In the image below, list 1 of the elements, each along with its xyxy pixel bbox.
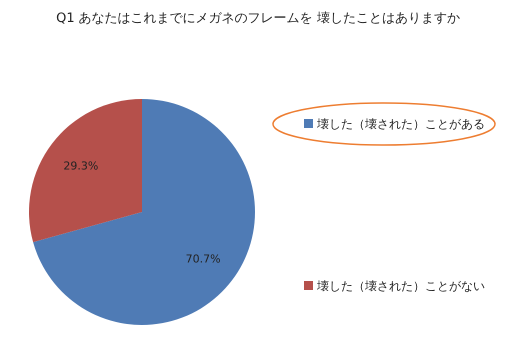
title: Q1 あなたはこれまでにメガネのフレームを 壊したことはありますか <box>56 11 460 26</box>
